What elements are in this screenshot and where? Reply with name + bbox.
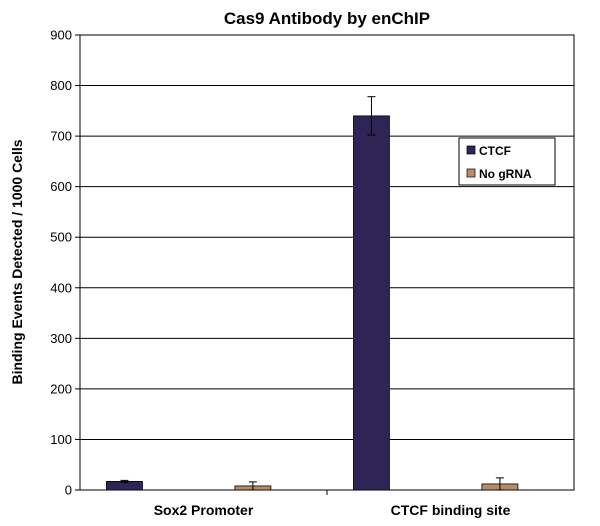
y-axis-label: Binding Events Detected / 1000 Cells [9,139,25,384]
x-axis-labels: Sox2 Promoter CTCF binding site [154,490,511,518]
gridlines [80,85,574,440]
legend: CTCF No gRNA [458,137,556,186]
legend-label-no-grna: No gRNA [479,167,532,181]
plot-area-frame [79,34,575,491]
y-tick-label: 800 [50,78,72,93]
y-tick-label: 700 [50,129,72,144]
error-bars [120,96,504,491]
y-tick-label: 600 [50,179,72,194]
y-tick-label: 500 [50,230,72,245]
y-tick-label: 900 [50,28,72,43]
y-axis-ticks: 0 100 200 300 400 500 600 700 800 900 [50,28,80,498]
y-tick-label: 400 [50,280,72,295]
bar-ctcf [353,115,390,491]
x-tick-label: CTCF binding site [391,502,511,518]
y-tick-label: 200 [50,381,72,396]
x-tick-label: Sox2 Promoter [154,502,254,518]
chart-title: Cas9 Antibody by enChIP [224,9,430,28]
y-tick-label: 100 [50,432,72,447]
bars [106,115,519,491]
legend-swatch-no-grna [466,168,476,178]
legend-swatch-ctcf [466,145,476,155]
y-tick-label: 0 [65,483,72,498]
legend-label-ctcf: CTCF [479,144,511,158]
y-tick-label: 300 [50,331,72,346]
